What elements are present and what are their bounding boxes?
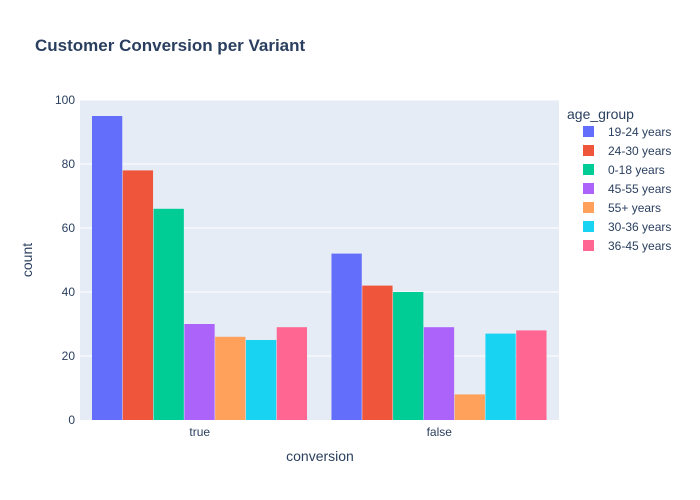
x-axis-title: conversion bbox=[286, 448, 354, 464]
bar bbox=[184, 324, 215, 420]
y-tick-label: 40 bbox=[62, 285, 76, 299]
bars bbox=[91, 116, 547, 420]
legend-swatch bbox=[583, 202, 594, 213]
legend-label: 0-18 years bbox=[608, 163, 665, 177]
y-tick-label: 60 bbox=[62, 221, 76, 235]
bar bbox=[153, 208, 184, 420]
bar bbox=[276, 327, 308, 420]
y-tick-label: 80 bbox=[62, 157, 76, 171]
legend-swatch bbox=[583, 145, 594, 156]
bar bbox=[122, 170, 154, 420]
bar bbox=[215, 336, 246, 420]
legend-swatch bbox=[583, 126, 594, 137]
legend-title: age_group bbox=[567, 106, 634, 122]
legend-label: 45-55 years bbox=[608, 182, 671, 196]
bar bbox=[393, 292, 424, 420]
legend-label: 55+ years bbox=[608, 201, 661, 215]
bar bbox=[245, 340, 277, 420]
legend-label: 30-36 years bbox=[608, 220, 671, 234]
bar bbox=[91, 116, 123, 420]
y-tick-label: 0 bbox=[68, 413, 75, 427]
y-tick-label: 100 bbox=[55, 93, 75, 107]
legend-label: 19-24 years bbox=[608, 125, 671, 139]
bar bbox=[516, 330, 547, 420]
y-axis-title: count bbox=[19, 243, 35, 277]
legend-swatch bbox=[583, 183, 594, 194]
bar bbox=[331, 253, 362, 420]
x-tick-label: true bbox=[189, 425, 210, 439]
bar bbox=[485, 333, 516, 420]
x-axis-ticks: true false bbox=[189, 425, 452, 439]
legend-swatch bbox=[583, 240, 594, 251]
legend: age_group 19-24 years 24-30 years 0-18 yea… bbox=[567, 106, 671, 253]
legend-label: 36-45 years bbox=[608, 239, 671, 253]
legend-swatch bbox=[583, 221, 594, 232]
y-tick-label: 20 bbox=[62, 349, 76, 363]
x-tick-label: false bbox=[427, 425, 453, 439]
y-axis-ticks: 0 20 40 60 80 100 bbox=[55, 93, 75, 427]
legend-swatch bbox=[583, 164, 594, 175]
bar bbox=[362, 285, 393, 420]
bar bbox=[423, 327, 455, 420]
chart-title: Customer Conversion per Variant bbox=[35, 36, 306, 55]
bar bbox=[454, 394, 485, 420]
legend-label: 24-30 years bbox=[608, 144, 671, 158]
